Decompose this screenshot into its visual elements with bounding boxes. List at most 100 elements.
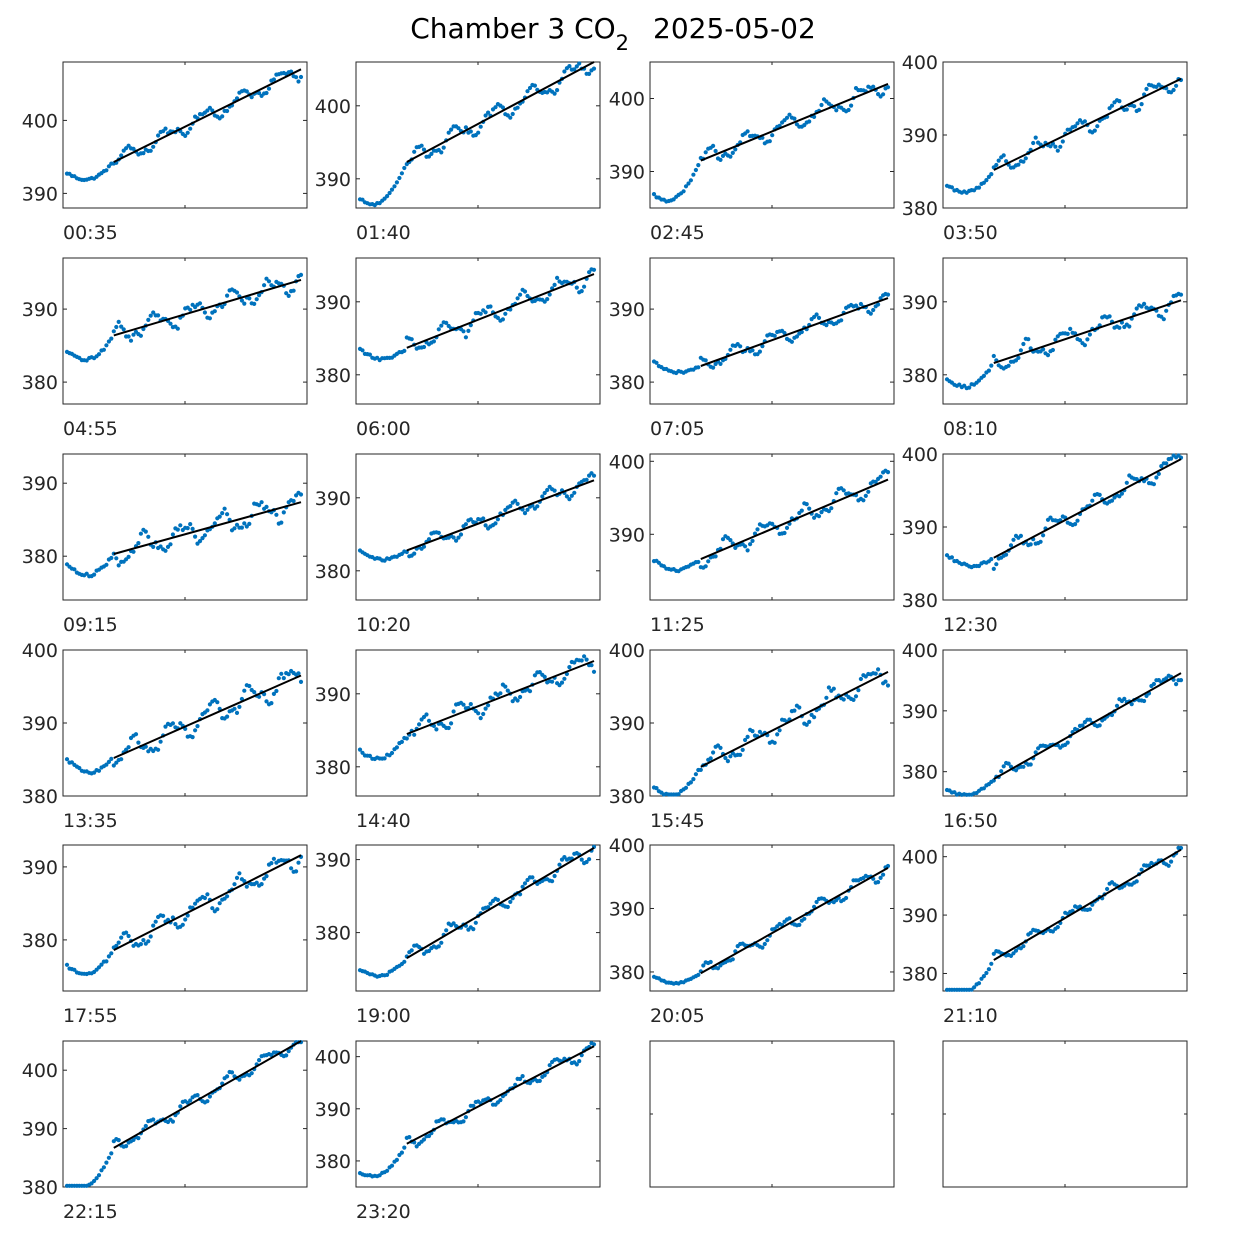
data-point xyxy=(1151,681,1156,687)
data-point xyxy=(681,189,686,194)
data-point xyxy=(106,759,111,765)
data-point xyxy=(463,125,468,130)
data-point xyxy=(876,667,881,672)
data-point xyxy=(451,921,456,926)
data-point xyxy=(109,951,114,956)
data-point xyxy=(537,670,542,675)
data-point xyxy=(1144,86,1149,92)
data-point xyxy=(572,660,577,665)
fit-line xyxy=(993,848,1182,961)
data-point xyxy=(1087,332,1092,337)
data-point xyxy=(991,566,996,572)
fit-line xyxy=(113,854,302,951)
data-point xyxy=(1159,464,1164,469)
data-point xyxy=(567,497,572,502)
data-point xyxy=(794,334,800,339)
y-tick-label: 390 xyxy=(902,701,938,723)
fit-line xyxy=(700,297,889,367)
data-point xyxy=(816,315,822,320)
data-point xyxy=(510,111,515,117)
data-point xyxy=(876,302,881,307)
data-point xyxy=(291,498,296,504)
data-point xyxy=(508,899,513,905)
data-point xyxy=(294,869,299,874)
data-point xyxy=(183,133,188,138)
data-point xyxy=(520,884,525,889)
data-point xyxy=(463,335,468,340)
panel: 380 390 400 15:45 xyxy=(609,640,895,832)
fit-line xyxy=(113,278,302,337)
panel: 380 390 08:10 xyxy=(902,257,1188,440)
data-point xyxy=(1164,461,1169,466)
data-point xyxy=(495,897,500,903)
data-point xyxy=(991,353,996,359)
data-point xyxy=(64,757,70,762)
data-point xyxy=(481,516,486,521)
data-point xyxy=(981,180,987,185)
data-point xyxy=(703,564,708,569)
y-tick-label: 380 xyxy=(902,963,938,985)
data-point xyxy=(1004,552,1009,557)
data-point xyxy=(439,150,444,155)
data-point xyxy=(996,158,1001,163)
data-point xyxy=(412,149,417,154)
data-point xyxy=(981,786,987,791)
data-point xyxy=(257,1058,262,1063)
data-point xyxy=(276,676,281,681)
data-point xyxy=(518,292,523,297)
data-point xyxy=(1154,475,1159,480)
data-point xyxy=(446,130,451,135)
data-point xyxy=(170,721,175,726)
data-point xyxy=(175,527,180,532)
data-point xyxy=(814,899,819,905)
data-point xyxy=(109,1151,114,1156)
data-point xyxy=(1164,676,1169,681)
data-point xyxy=(986,368,992,373)
data-point xyxy=(591,66,597,71)
data-point xyxy=(691,172,696,177)
data-point xyxy=(498,691,503,696)
data-point xyxy=(542,299,547,304)
data-point xyxy=(542,1073,547,1078)
data-point xyxy=(1068,326,1073,331)
data-point xyxy=(407,1135,412,1140)
data-point xyxy=(1107,314,1112,319)
panel: 380 390 07:05 xyxy=(609,257,895,440)
data-point xyxy=(431,339,436,344)
data-point xyxy=(77,765,82,771)
data-point xyxy=(247,521,252,527)
data-point xyxy=(550,879,555,884)
data-point xyxy=(449,127,454,132)
data-point xyxy=(846,107,851,113)
data-point xyxy=(84,571,89,576)
data-point xyxy=(748,542,753,547)
data-point xyxy=(841,697,846,702)
data-point xyxy=(1028,762,1033,767)
data-point xyxy=(574,1062,579,1067)
data-point xyxy=(284,1053,289,1058)
data-point xyxy=(740,747,745,753)
data-point xyxy=(244,884,249,889)
data-point xyxy=(503,311,508,316)
data-point xyxy=(399,1150,404,1155)
y-tick-label: 390 xyxy=(22,299,58,321)
data-point xyxy=(552,488,557,493)
data-point xyxy=(163,724,168,729)
data-point xyxy=(148,934,153,939)
data-point xyxy=(394,180,399,185)
fit-line xyxy=(700,82,889,162)
data-point xyxy=(1041,533,1046,538)
y-tick-label: 380 xyxy=(315,1151,351,1173)
panel: 380 390 400 12:30 xyxy=(902,444,1188,636)
panel: 390 400 00:35 xyxy=(22,61,308,244)
y-tick-label: 380 xyxy=(315,365,351,387)
panel-time-label: 16:50 xyxy=(943,810,998,832)
data-point xyxy=(718,157,723,162)
data-point xyxy=(463,522,468,527)
data-point xyxy=(185,526,190,531)
data-point xyxy=(881,92,886,97)
data-point xyxy=(234,522,240,527)
data-point xyxy=(402,1145,407,1150)
data-point xyxy=(1095,124,1100,129)
